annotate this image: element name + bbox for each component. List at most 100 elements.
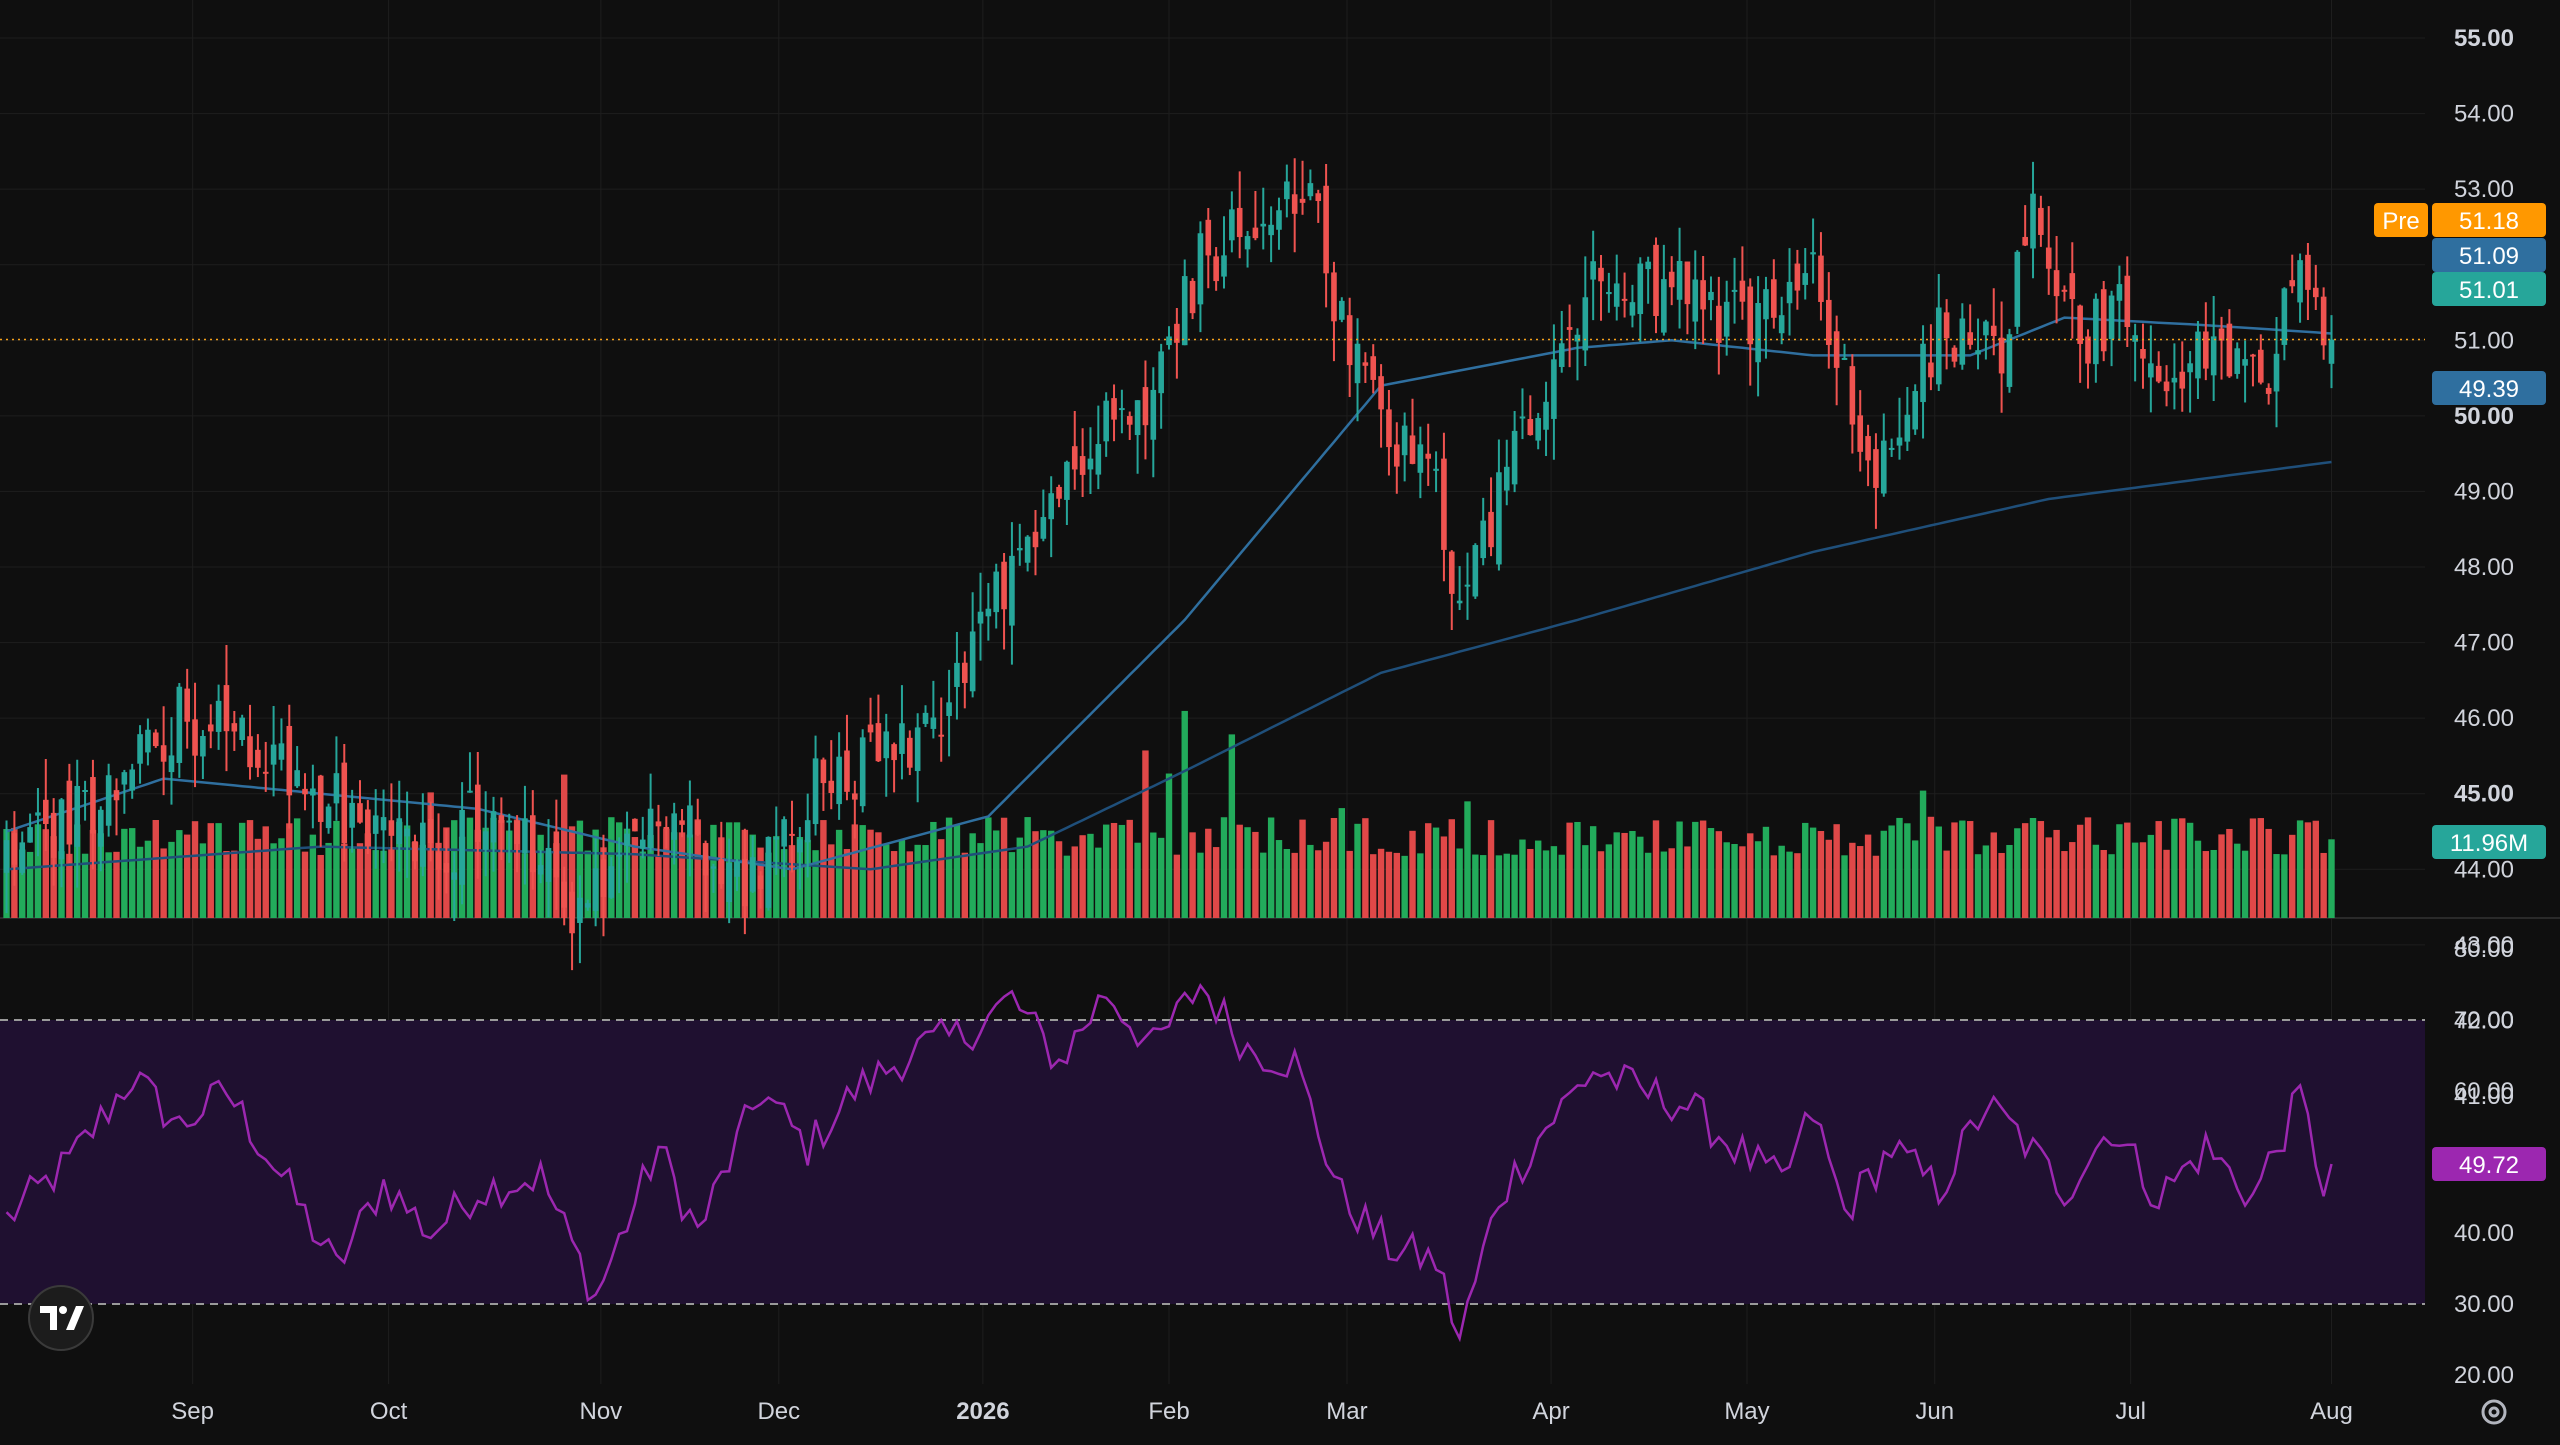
candle[interactable]	[302, 773, 308, 811]
volume-bar[interactable]	[2029, 817, 2037, 918]
candle[interactable]	[200, 730, 206, 780]
volume-bar[interactable]	[1990, 832, 1997, 918]
volume-bar[interactable]	[2124, 822, 2131, 918]
candle[interactable]	[1024, 535, 1031, 572]
candle[interactable]	[1386, 390, 1392, 476]
volume-bar[interactable]	[780, 849, 788, 918]
candle[interactable]	[1637, 257, 1644, 343]
volume-bar[interactable]	[1157, 837, 1165, 918]
candle[interactable]	[687, 780, 693, 877]
volume-bar[interactable]	[1786, 851, 1793, 918]
candle[interactable]	[2226, 309, 2233, 378]
candle[interactable]	[749, 835, 756, 893]
candle[interactable]	[1896, 397, 1903, 460]
volume-bar[interactable]	[1165, 773, 1173, 918]
volume-bar[interactable]	[1016, 837, 1023, 918]
rsi-panel[interactable]	[0, 983, 2425, 1343]
candle[interactable]	[2100, 280, 2107, 362]
candle[interactable]	[2148, 325, 2154, 413]
candle[interactable]	[2203, 302, 2209, 381]
volume-bar[interactable]	[969, 833, 976, 918]
candle[interactable]	[859, 729, 866, 813]
volume-bar[interactable]	[2234, 843, 2241, 918]
candle[interactable]	[1527, 395, 1534, 436]
volume-bar[interactable]	[1252, 831, 1259, 918]
volume-bar[interactable]	[1338, 808, 1346, 918]
volume-bar[interactable]	[2304, 822, 2312, 918]
candle[interactable]	[152, 729, 159, 748]
candle[interactable]	[1700, 255, 1706, 344]
volume-bar[interactable]	[1432, 827, 1440, 918]
volume-bar[interactable]	[1385, 851, 1393, 918]
volume-bar[interactable]	[2084, 817, 2092, 918]
candle[interactable]	[1503, 439, 1510, 506]
volume-bar[interactable]	[1024, 817, 1031, 918]
volume-bar[interactable]	[1912, 840, 1919, 918]
volume-bar[interactable]	[2312, 820, 2319, 918]
volume-bar[interactable]	[1291, 852, 1298, 918]
volume-bar[interactable]	[2179, 818, 2186, 918]
candle[interactable]	[1582, 256, 1589, 367]
volume-bar[interactable]	[2210, 849, 2217, 918]
candle[interactable]	[1629, 284, 1636, 328]
candle[interactable]	[2171, 343, 2178, 410]
candle[interactable]	[1747, 278, 1754, 386]
volume-bar[interactable]	[2006, 844, 2013, 918]
candle[interactable]	[1723, 280, 1730, 356]
volume-bar[interactable]	[2194, 840, 2202, 918]
candle[interactable]	[1048, 476, 1054, 558]
volume-bar[interactable]	[144, 840, 152, 918]
volume-bar[interactable]	[1063, 855, 1071, 918]
volume-bar[interactable]	[1982, 845, 1990, 918]
volume-bar[interactable]	[506, 830, 513, 918]
candle[interactable]	[207, 704, 214, 749]
volume-bar[interactable]	[843, 849, 851, 918]
candle[interactable]	[514, 815, 520, 873]
volume-bar[interactable]	[1417, 853, 1424, 918]
candle[interactable]	[2195, 321, 2201, 399]
candle[interactable]	[1252, 191, 1259, 241]
volume-bar[interactable]	[498, 820, 505, 918]
candle[interactable]	[624, 811, 630, 883]
volume-bar[interactable]	[1503, 853, 1510, 918]
candle[interactable]	[961, 651, 968, 709]
candle[interactable]	[239, 714, 245, 746]
candle[interactable]	[223, 645, 230, 772]
candle[interactable]	[1739, 246, 1746, 320]
candle[interactable]	[1920, 325, 1926, 439]
volume-bar[interactable]	[1047, 830, 1055, 918]
volume-bar[interactable]	[883, 844, 890, 918]
volume-bar[interactable]	[380, 850, 387, 918]
candle[interactable]	[341, 744, 348, 862]
candle[interactable]	[883, 713, 890, 797]
candle[interactable]	[899, 685, 905, 780]
volume-bar[interactable]	[1401, 855, 1408, 918]
candle[interactable]	[639, 816, 646, 859]
volume-bar[interactable]	[419, 844, 427, 918]
candle[interactable]	[2022, 205, 2028, 247]
candle[interactable]	[1590, 230, 1596, 321]
volume-bar[interactable]	[647, 834, 654, 918]
volume-bar[interactable]	[1754, 841, 1762, 918]
candle[interactable]	[451, 851, 458, 921]
volume-bar[interactable]	[1574, 821, 1581, 918]
volume-bar[interactable]	[1425, 823, 1432, 918]
candle[interactable]	[310, 764, 316, 829]
candle[interactable]	[325, 803, 332, 834]
candle[interactable]	[2014, 250, 2021, 335]
candle[interactable]	[2242, 340, 2248, 403]
candle[interactable]	[113, 778, 120, 836]
candle[interactable]	[1378, 364, 1384, 448]
volume-bar[interactable]	[961, 852, 968, 918]
volume-bar[interactable]	[906, 851, 914, 918]
volume-bar[interactable]	[1762, 826, 1770, 918]
volume-bar[interactable]	[670, 832, 678, 918]
volume-bar[interactable]	[977, 843, 984, 918]
candle[interactable]	[1841, 343, 1848, 361]
candle[interactable]	[946, 669, 952, 757]
candle[interactable]	[1794, 249, 1801, 310]
tradingview-logo[interactable]	[28, 1285, 94, 1351]
candle[interactable]	[1496, 439, 1502, 571]
candle[interactable]	[1134, 400, 1141, 474]
volume-bar[interactable]	[26, 851, 34, 918]
